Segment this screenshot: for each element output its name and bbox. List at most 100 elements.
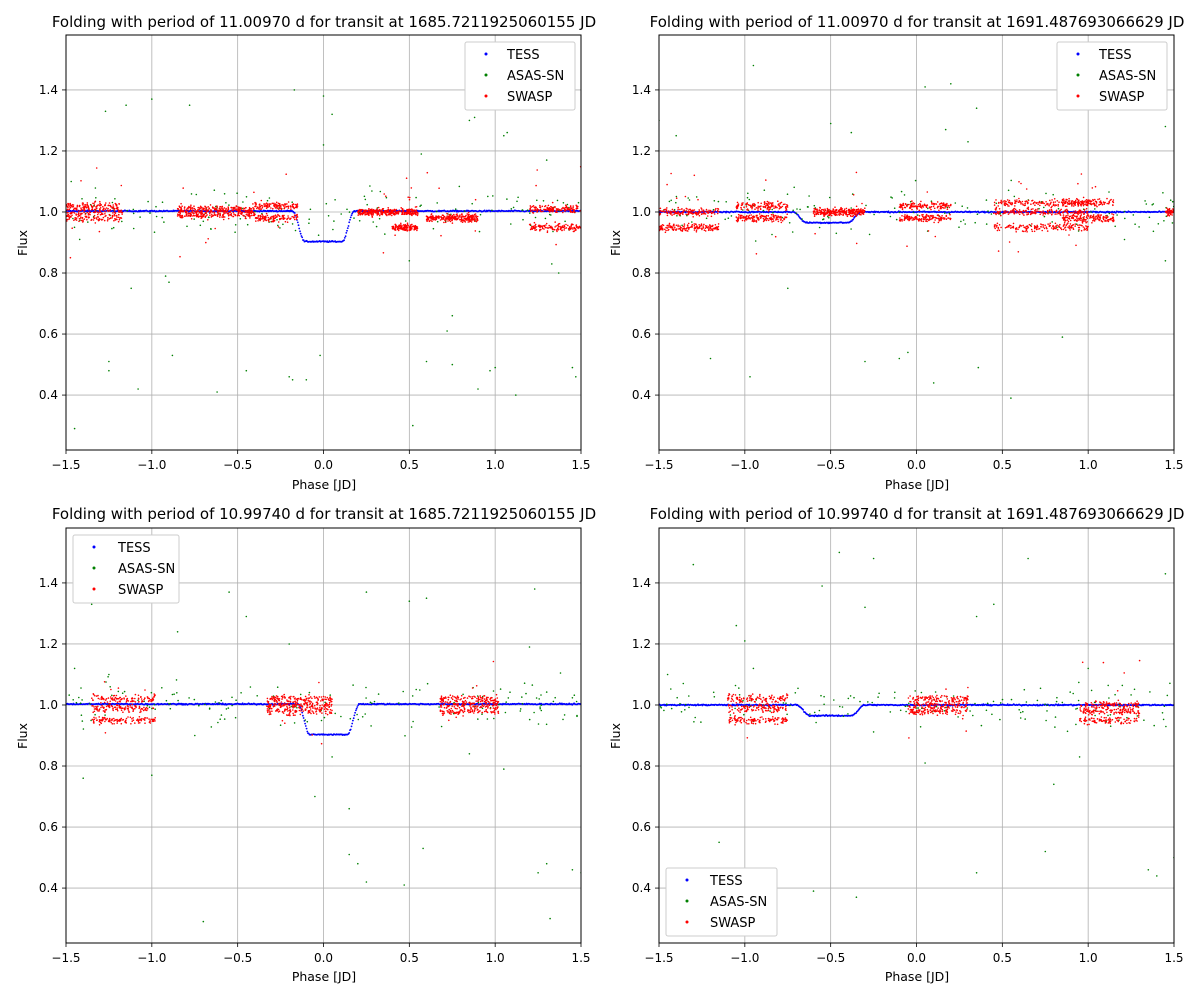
swasp-point <box>776 206 778 209</box>
swasp-point <box>933 221 935 224</box>
swasp-point <box>698 225 701 228</box>
swasp-point <box>843 210 846 212</box>
swasp-point <box>757 201 759 204</box>
swasp-point <box>746 217 748 220</box>
swasp-point <box>779 202 782 204</box>
swasp-point <box>779 216 781 219</box>
tess-point <box>346 227 349 230</box>
swasp-point <box>534 206 537 208</box>
swasp-point <box>108 202 111 204</box>
swasp-point <box>928 219 930 222</box>
swasp-point <box>258 218 260 220</box>
swasp-point <box>818 209 820 211</box>
swasp-point <box>278 204 281 207</box>
swasp-point <box>534 224 536 227</box>
swasp-point <box>415 227 418 229</box>
swasp-point <box>926 220 928 223</box>
swasp-point <box>564 206 567 209</box>
swasp-point <box>938 215 941 218</box>
swasp-point <box>466 213 469 215</box>
swasp-point <box>448 219 451 222</box>
swasp-point <box>114 218 116 220</box>
swasp-point <box>948 204 950 207</box>
swasp-point <box>564 227 566 230</box>
swasp-point <box>113 207 116 210</box>
asas-sn-point <box>962 219 965 221</box>
swasp-point <box>113 213 116 216</box>
asas-sn-point <box>1007 189 1010 192</box>
asas-sn-point <box>964 223 966 225</box>
swasp-point <box>683 228 686 230</box>
asas-sn-point <box>828 196 831 199</box>
swasp-point <box>850 210 852 213</box>
swasp-point <box>81 204 84 206</box>
swasp-point <box>294 203 297 206</box>
swasp-point <box>267 206 269 208</box>
swasp-point <box>247 215 250 217</box>
asas-sn-point <box>566 203 569 206</box>
swasp-point <box>238 206 241 209</box>
swasp-point <box>267 216 270 219</box>
asas-sn-point <box>695 196 698 198</box>
swasp-point <box>78 220 80 223</box>
asas-sn-point <box>950 83 952 85</box>
ticks: −1.5 −1.0 −0.5 0.0 0.5 1.0 1.50.40.60.81.01.21… <box>39 83 591 472</box>
asas-sn-point <box>130 287 132 290</box>
swasp-point <box>102 216 105 219</box>
asas-sn-point <box>762 209 765 212</box>
asas-sn-point <box>463 210 466 212</box>
swasp-point <box>767 215 770 217</box>
swasp-point <box>394 227 396 229</box>
swasp-point <box>387 207 390 209</box>
swasp-point <box>405 212 408 214</box>
asas-sn-point <box>1132 214 1135 216</box>
swasp-point <box>198 215 200 218</box>
swasp-point <box>567 207 569 209</box>
swasp-point <box>549 210 552 212</box>
asas-sn-point <box>1090 211 1092 213</box>
asas-sn-point <box>730 215 733 217</box>
legend-entry-swasp: SWASP <box>507 90 553 105</box>
asas-sn-point <box>245 369 248 372</box>
swasp-point <box>753 219 755 221</box>
swasp-point <box>392 212 395 215</box>
swasp-point <box>745 206 748 208</box>
asas-sn-point <box>266 199 269 202</box>
swasp-point <box>409 213 412 215</box>
asas-sn-point <box>70 180 72 183</box>
swasp-point <box>675 224 678 227</box>
swasp-point <box>219 216 221 218</box>
swasp-point <box>190 204 192 206</box>
swasp-point <box>104 203 106 206</box>
swasp-point <box>397 211 399 214</box>
swasp-point <box>568 227 571 230</box>
swasp-point <box>385 210 388 213</box>
asas-sn-point <box>364 198 367 201</box>
x-tick-label: 0.0 <box>314 458 333 472</box>
asas-sn-point <box>822 218 825 220</box>
asas-sn-point <box>294 229 297 232</box>
swasp-point <box>681 208 683 210</box>
swasp-point <box>697 198 699 201</box>
tess-point <box>1115 211 1117 214</box>
asas-sn-point <box>1162 192 1164 194</box>
swasp-point <box>771 217 773 220</box>
swasp-point <box>698 227 700 229</box>
swasp-point <box>768 208 771 211</box>
swasp-point <box>812 210 815 213</box>
swasp-point <box>777 215 779 217</box>
asas-sn-point <box>478 230 481 233</box>
asas-sn-point <box>864 360 866 363</box>
swasp-point <box>471 214 474 217</box>
legend-marker-tess <box>484 52 488 56</box>
swasp-point <box>855 242 858 245</box>
swasp-point <box>770 213 773 216</box>
asas-sn-point <box>171 354 174 357</box>
asas-sn-point <box>1169 199 1172 201</box>
swasp-point <box>927 214 929 217</box>
swasp-point <box>939 205 941 207</box>
swasp-point <box>473 219 475 221</box>
swasp-point <box>556 229 558 231</box>
swasp-point <box>845 207 848 210</box>
swasp-point <box>529 223 532 226</box>
